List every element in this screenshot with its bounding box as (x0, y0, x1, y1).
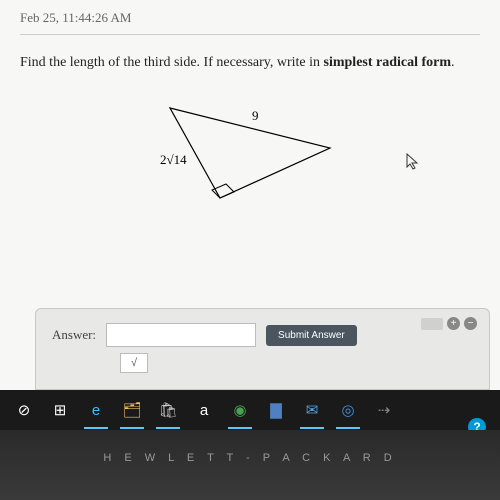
triangle-svg: 9 2√14 (130, 98, 370, 218)
panel-tools: + − (421, 317, 477, 330)
taskbar-item-mail[interactable]: ✉ (296, 396, 328, 424)
side-top-label: 9 (252, 108, 259, 123)
taskbar-item-camera[interactable]: ◎ (332, 396, 364, 424)
taskbar-item-amazon[interactable]: a (188, 396, 220, 424)
content-area: Feb 25, 11:44:26 AM Find the length of t… (0, 0, 500, 390)
laptop-bezel: H E W L E T T - P A C K A R D (0, 430, 500, 500)
triangle-shape (170, 108, 330, 198)
question-suffix: . (451, 55, 455, 70)
taskbar: ⊘⊞e🗂🛍a◉▇✉◎⇢ (0, 390, 500, 430)
divider (20, 34, 480, 35)
taskbar-item-app-green[interactable]: ◉ (224, 396, 256, 424)
answer-row: Answer: Submit Answer (52, 323, 473, 347)
triangle-figure: 9 2√14 (20, 98, 480, 218)
submit-button[interactable]: Submit Answer (266, 325, 357, 346)
tool-keyboard-icon[interactable] (421, 318, 443, 330)
taskbar-item-misc[interactable]: ⇢ (368, 396, 400, 424)
right-angle-marker (212, 184, 234, 198)
question-prefix: Find the length of the third side. If ne… (20, 55, 324, 70)
taskbar-item-edge[interactable]: e (80, 396, 112, 424)
brand-text: H E W L E T T - P A C K A R D (103, 452, 396, 464)
question-bold: simplest radical form (324, 55, 452, 70)
tool-plus-icon[interactable]: + (447, 317, 460, 330)
answer-input[interactable] (106, 323, 256, 347)
question-text: Find the length of the third side. If ne… (20, 53, 480, 73)
taskbar-item-explorer[interactable]: 🗂 (116, 396, 148, 424)
taskbar-item-taskview[interactable]: ⊞ (44, 396, 76, 424)
taskbar-item-cortana[interactable]: ⊘ (8, 396, 40, 424)
cursor-icon (406, 153, 420, 176)
timestamp: Feb 25, 11:44:26 AM (20, 10, 480, 26)
answer-panel: + − Answer: Submit Answer √ (35, 308, 490, 390)
taskbar-item-store[interactable]: 🛍 (152, 396, 184, 424)
side-left-label: 2√14 (160, 152, 187, 167)
answer-label: Answer: (52, 327, 96, 343)
tool-minus-icon[interactable]: − (464, 317, 477, 330)
taskbar-item-app-notify[interactable]: ▇ (260, 396, 292, 424)
sqrt-button[interactable]: √ (120, 353, 148, 373)
